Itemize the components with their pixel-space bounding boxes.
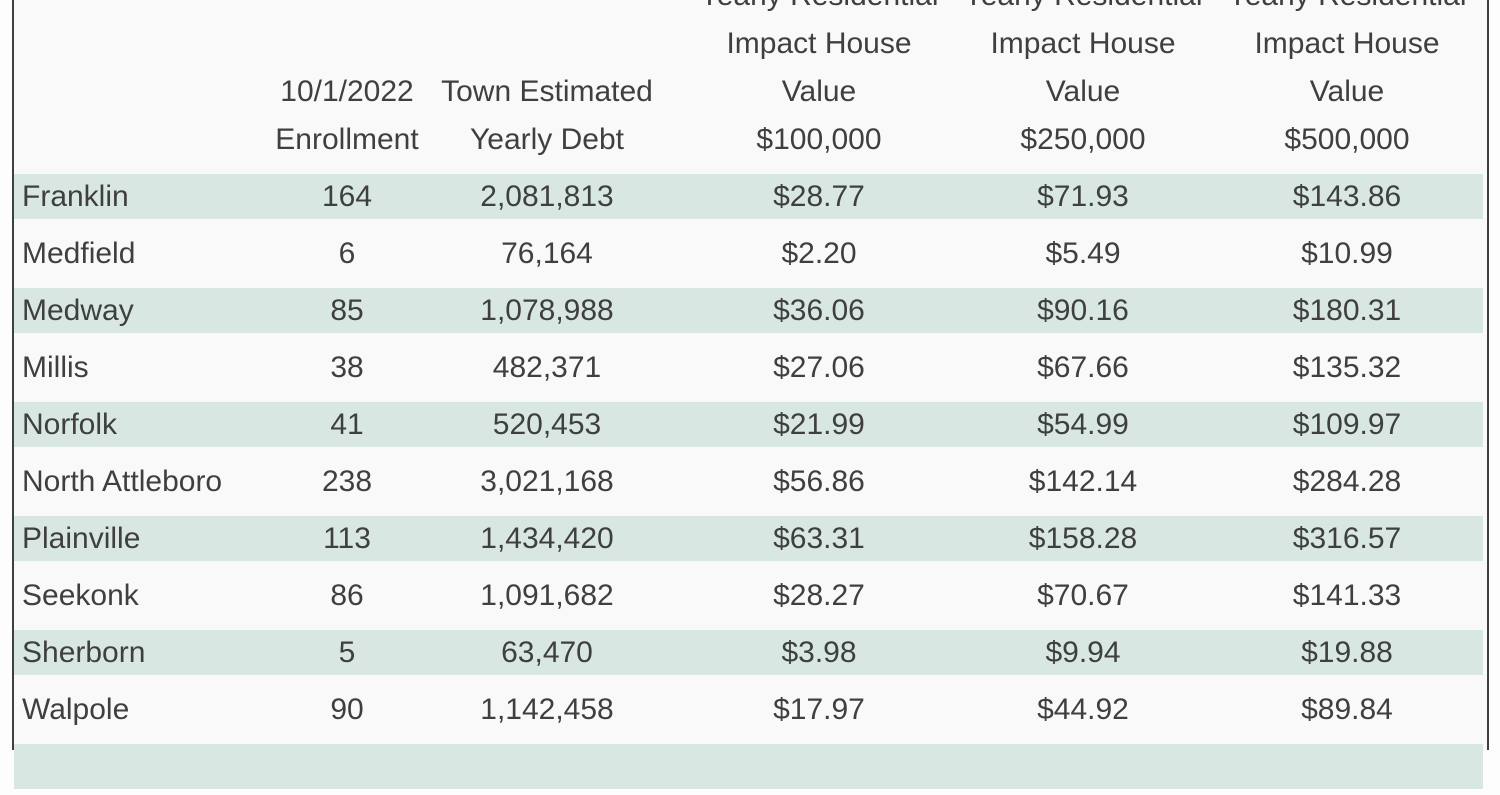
header-line: Town Estimated [441,75,653,108]
cell-yearly_debt: 2,081,813 [480,179,614,213]
table-row: Sherborn 5 63,470 $3.98 $9.94 $19.88 [14,624,1483,681]
cell-yearly_debt: 1,078,988 [480,293,614,327]
cell-impact_250k: $67.66 [1037,350,1129,384]
cell-enrollment: 86 [330,578,364,612]
cell-impact_500k: $316.57 [1292,521,1402,555]
cell-impact_250k: $54.99 [1037,407,1129,441]
cell-yearly_debt: 76,164 [501,236,593,270]
header-line: Impact House [990,27,1176,60]
cell-enrollment: 5 [338,635,356,669]
cell-impact_100k: $63.31 [773,521,865,555]
table-header-area: 10/1/2022 Enrollment Town Estimated Yearly … [14,0,1483,168]
header-line: Value [1309,75,1385,108]
cell-enrollment: 113 [323,521,371,555]
cell-impact_100k: $28.77 [773,179,865,213]
cell-impact_500k: $135.32 [1292,350,1402,384]
cell-impact_250k: $44.92 [1037,692,1129,726]
cell-impact_250k: $71.93 [1037,179,1129,213]
cell-impact_100k: $27.06 [773,350,865,384]
cell-yearly_debt: 1,091,682 [480,578,614,612]
cell-impact_100k: $21.99 [773,407,865,441]
header-line: 10/1/2022 [280,75,414,108]
table-row: Medway 85 1,078,988 $36.06 $90.16 $180.31 [14,282,1483,339]
cell-impact_250k: $70.67 [1037,578,1129,612]
cell-town: Medfield [22,236,136,270]
table-row: Walpole 90 1,142,458 $17.97 $44.92 $89.84 [14,681,1483,738]
enrollment-impact-table: 10/1/2022 Enrollment Town Estimated Yearly … [14,0,1487,795]
table-row: Franklin 164 2,081,813 $28.77 $71.93 $143.86 [14,168,1483,225]
col-header-impact_100k: Yearly Residential Impact House Value $100,… [687,0,951,164]
header-line: Impact House [726,27,912,60]
header-line: Yearly Debt [470,123,624,156]
cell-impact_100k: $36.06 [773,293,865,327]
cell-yearly_debt: 63,470 [501,635,593,669]
table-row: Seekonk 86 1,091,682 $28.27 $70.67 $141.33 [14,567,1483,624]
cell-impact_250k: $158.28 [1028,521,1138,555]
header-line: $100,000 [756,123,882,156]
table-frame: 10/1/2022 Enrollment Town Estimated Yearly … [12,0,1489,789]
cell-enrollment: 41 [330,407,364,441]
cell-yearly_debt: 1,142,458 [480,692,614,726]
header-line: $500,000 [1284,123,1410,156]
cell-impact_100k: $56.86 [773,464,865,498]
cell-impact_500k: $180.31 [1292,293,1402,327]
table-row: Norfolk 41 520,453 $21.99 $54.99 $109.97 [14,396,1483,453]
col-header-enrollment: 10/1/2022 Enrollment [275,0,418,164]
header-line: Value [1045,75,1121,108]
col-header-town [14,0,287,164]
cell-enrollment: 90 [330,692,364,726]
cell-enrollment: 238 [321,464,373,498]
header-line: Enrollment [275,123,419,156]
table-row: Medfield 6 76,164 $2.20 $5.49 $10.99 [14,225,1483,282]
cell-impact_500k: $109.97 [1292,407,1402,441]
cell-impact_250k: $9.94 [1045,635,1121,669]
cell-impact_500k: $10.99 [1301,236,1393,270]
cell-yearly_debt: 482,371 [492,350,602,384]
cell-yearly_debt: 1,434,420 [480,521,614,555]
cell-impact_250k: $142.14 [1028,464,1138,498]
col-header-impact_500k: Yearly Residential Impact House Value $500,… [1215,0,1479,164]
cell-town: Walpole [22,692,130,726]
col-header-impact_250k: Yearly Residential Impact House Value $250,… [951,0,1215,164]
cell-enrollment: 38 [330,350,364,384]
cell-impact_500k: $89.84 [1301,692,1393,726]
cell-impact_500k: $19.88 [1301,635,1393,669]
cell-impact_500k: $143.86 [1292,179,1402,213]
header-line: Impact House [1254,27,1440,60]
header-line: Value [781,75,857,108]
table-body: Franklin 164 2,081,813 $28.77 $71.93 $143.86 M… [14,168,1483,795]
cell-town: Medway [22,293,134,327]
cell-impact_100k: $17.97 [773,692,865,726]
cell-impact_100k: $3.98 [781,635,857,669]
table-row: Millis 38 482,371 $27.06 $67.66 $135.32 [14,339,1483,396]
cell-yearly_debt: 3,021,168 [480,464,614,498]
cell-town: Plainville [22,521,141,555]
cell-town: Millis [22,350,89,384]
cell-impact_100k: $28.27 [773,578,865,612]
cell-town: Sherborn [22,635,146,669]
col-header-yearly_debt: Town Estimated Yearly Debt [407,0,687,164]
cell-town: Seekonk [22,578,139,612]
cell-yearly_debt: 520,453 [492,407,602,441]
cell-impact_250k: $90.16 [1037,293,1129,327]
cell-enrollment: 85 [330,293,364,327]
header-line: Yearly Residential [1227,0,1466,20]
cell-impact_250k: $5.49 [1045,236,1121,270]
header-line: Yearly Residential [699,0,938,20]
cell-town: Franklin [22,179,129,213]
cell-town: North Attleboro [22,464,223,498]
header-line: Yearly Residential [963,0,1202,20]
cell-enrollment: 6 [338,236,356,270]
cell-town: Norfolk [22,407,118,441]
table-row [14,738,1483,795]
cell-enrollment: 164 [321,179,373,213]
table-row: North Attleboro 238 3,021,168 $56.86 $142.14… [14,453,1483,510]
cell-impact_500k: $284.28 [1292,464,1402,498]
cell-impact_100k: $2.20 [781,236,857,270]
table-row: Plainville 113 1,434,420 $63.31 $158.28 $316.… [14,510,1483,567]
header-line: $250,000 [1020,123,1146,156]
table-header: 10/1/2022 Enrollment Town Estimated Yearly … [14,0,1483,164]
cell-impact_500k: $141.33 [1292,578,1402,612]
